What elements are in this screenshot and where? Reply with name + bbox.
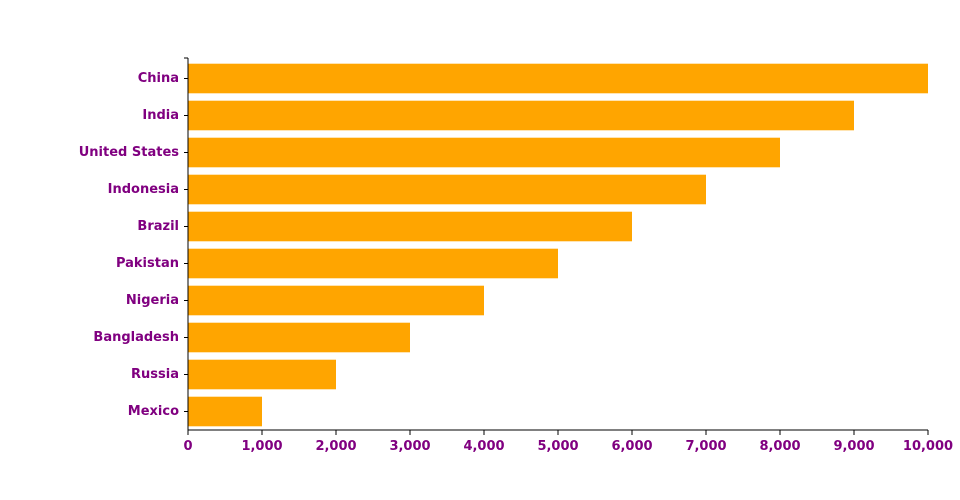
y-axis-labels: China India United States Indonesia Brazil Pa… [79,71,180,419]
y-tick-label-brazil: Brazil [137,219,179,234]
bar-mexico [188,396,262,427]
x-tick-label-7: 7,000 [685,439,726,454]
bar-pakistan [188,248,558,279]
bars-layer [188,63,928,427]
x-axis-labels: 0 1,000 2,000 3,000 4,000 5,000 6,000 7,000 8,00… [183,439,953,454]
x-tick-label-10: 10,000 [903,439,953,454]
y-tick-label-united-states: United States [79,145,180,160]
bar-brazil [188,211,632,242]
x-tick-label-0: 0 [183,439,192,454]
y-tick-label-indonesia: Indonesia [108,182,179,197]
bar-india [188,100,854,131]
bar-indonesia [188,174,706,205]
y-tick-label-pakistan: Pakistan [116,256,179,271]
bar-russia [188,359,336,390]
y-tick-label-india: India [142,108,179,123]
x-tick-label-9: 9,000 [833,439,874,454]
axes-layer [184,57,929,435]
bar-bangladesh [188,322,410,353]
x-tick-label-8: 8,000 [759,439,800,454]
y-tick-label-nigeria: Nigeria [126,293,179,308]
y-tick-label-china: China [138,71,179,86]
y-tick-label-bangladesh: Bangladesh [93,330,179,345]
x-tick-label-6: 6,000 [611,439,652,454]
bar-china [188,63,928,94]
bar-united-states [188,137,780,168]
x-tick-label-3: 3,000 [389,439,430,454]
x-tick-label-1: 1,000 [241,439,282,454]
x-tick-label-4: 4,000 [463,439,504,454]
y-tick-label-russia: Russia [131,367,179,382]
x-tick-label-2: 2,000 [315,439,356,454]
y-tick-label-mexico: Mexico [128,404,179,419]
x-tick-label-5: 5,000 [537,439,578,454]
bar-nigeria [188,285,484,316]
